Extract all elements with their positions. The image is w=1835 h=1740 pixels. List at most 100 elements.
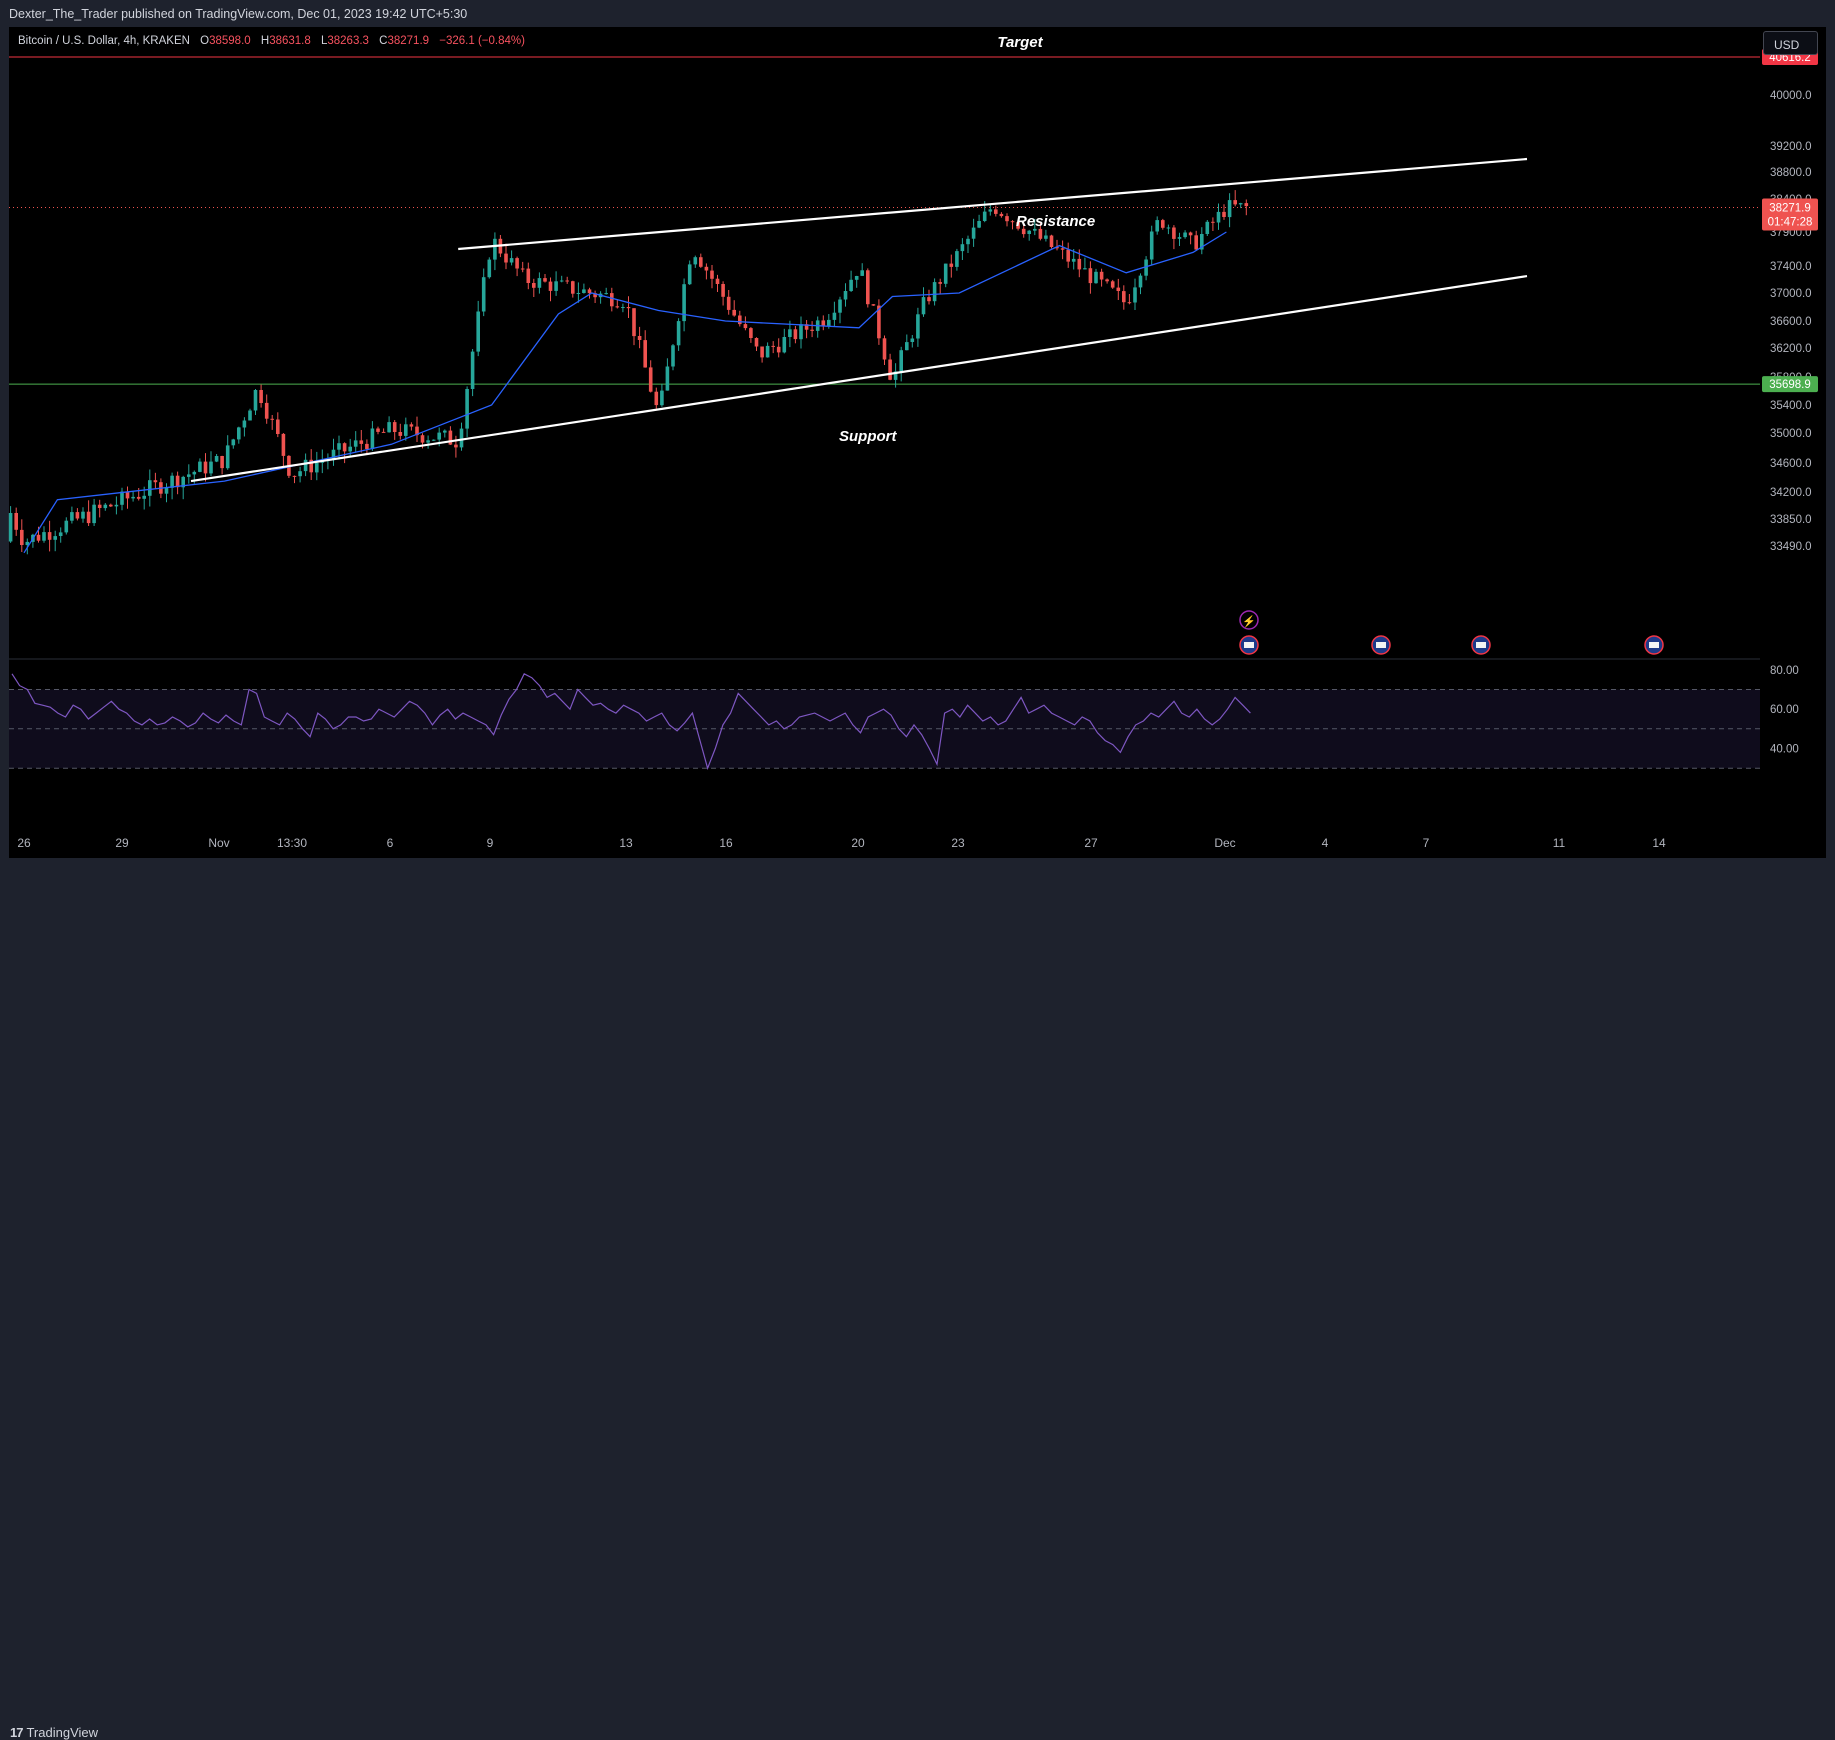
candle-body bbox=[916, 314, 920, 339]
candle-body bbox=[148, 480, 152, 496]
candle-body bbox=[571, 281, 575, 294]
symbol-name[interactable]: Bitcoin / U.S. Dollar, 4h, KRAKEN bbox=[18, 35, 190, 47]
close-key: C bbox=[379, 35, 388, 47]
candle-body bbox=[81, 511, 85, 519]
candle-body bbox=[1044, 235, 1048, 239]
candle-body bbox=[1233, 200, 1237, 205]
candle-body bbox=[242, 420, 247, 428]
candle-body bbox=[443, 430, 447, 433]
price-tick-label: 33850.0 bbox=[1770, 514, 1812, 526]
rsi-polyline bbox=[11, 672, 1251, 771]
candle-body bbox=[515, 258, 519, 269]
candle-body bbox=[459, 428, 464, 448]
candle-body bbox=[1244, 203, 1249, 207]
candle-body bbox=[682, 284, 686, 322]
time-tick-label: 6 bbox=[387, 836, 394, 850]
time-tick-label: 20 bbox=[851, 836, 865, 850]
candle-body bbox=[782, 337, 787, 353]
candle-body bbox=[821, 320, 826, 327]
price-tick-label: 37400.0 bbox=[1770, 261, 1812, 273]
candle-body bbox=[1083, 268, 1087, 270]
candle-body bbox=[982, 211, 987, 221]
candle-body bbox=[693, 257, 698, 265]
high-value: 38631.8 bbox=[269, 35, 311, 47]
candle-body bbox=[637, 336, 642, 340]
candle-body bbox=[114, 504, 119, 507]
candle-body bbox=[42, 532, 46, 541]
candle-body bbox=[454, 444, 458, 448]
candle-body bbox=[1227, 200, 1232, 218]
candle-body bbox=[415, 426, 419, 436]
candle-body bbox=[765, 345, 770, 358]
annotation-target: Target bbox=[997, 34, 1043, 51]
candle-body bbox=[1211, 221, 1215, 223]
rsi-tick-label: 60.00 bbox=[1770, 704, 1799, 716]
candle-body bbox=[1149, 231, 1154, 260]
candle-body bbox=[665, 366, 670, 391]
chart-canvas[interactable]: Target Resistance Support 40000.0 39200.0 38… bbox=[0, 0, 1835, 893]
candle-body bbox=[1049, 235, 1054, 247]
candle-body bbox=[604, 293, 608, 295]
tradingview-brand: TradingView bbox=[26, 1725, 99, 1740]
ma-line bbox=[23, 231, 1227, 554]
annotation-support: Support bbox=[839, 428, 897, 445]
candle-body bbox=[142, 495, 146, 499]
candle-body bbox=[776, 346, 781, 353]
time-tick-label: 16 bbox=[719, 836, 733, 850]
event-flag-stripe bbox=[1376, 642, 1386, 648]
tradingview-logo[interactable]: 17 TradingView bbox=[10, 1725, 98, 1740]
candle-body bbox=[676, 321, 681, 346]
time-tick-label: 27 bbox=[1084, 836, 1098, 850]
candle-body bbox=[448, 430, 453, 445]
candle-body bbox=[504, 253, 508, 263]
candle-body bbox=[955, 251, 959, 267]
candle-body bbox=[1194, 235, 1198, 250]
annotations: Target Resistance Support bbox=[839, 34, 1095, 445]
candle-body bbox=[303, 459, 308, 472]
candle-body bbox=[214, 456, 219, 462]
candle-body bbox=[253, 390, 258, 411]
time-tick-label: 26 bbox=[17, 836, 31, 850]
candle-body bbox=[131, 496, 135, 499]
candle-body bbox=[404, 424, 408, 436]
candle-body bbox=[660, 390, 664, 406]
candle-body bbox=[309, 459, 313, 473]
candle-body bbox=[610, 293, 614, 307]
candle-body bbox=[47, 532, 52, 540]
candle-body bbox=[187, 474, 191, 477]
price-axis[interactable]: 40000.039200.038800.038400.037900.037400… bbox=[9, 90, 1812, 756]
candle-body bbox=[264, 402, 269, 419]
candle-body bbox=[1088, 268, 1093, 284]
time-axis[interactable]: 26 29 Nov 13:30 6 9 13 16 20 23 27 Dec 4 7 11 14 bbox=[17, 836, 1666, 850]
rsi-tick-label: 80.00 bbox=[1770, 665, 1799, 677]
currency-button[interactable]: USD bbox=[1763, 31, 1818, 55]
candle-body bbox=[192, 471, 197, 475]
trendline-upper bbox=[458, 157, 1528, 251]
rsi-band bbox=[9, 689, 1760, 769]
candle-body bbox=[1094, 271, 1098, 284]
candle-body bbox=[738, 315, 742, 325]
candle-body bbox=[882, 338, 887, 360]
candle-body bbox=[203, 461, 208, 474]
event-markers[interactable]: ⚡ bbox=[1239, 610, 1664, 655]
candle-body bbox=[587, 289, 592, 294]
trendlines[interactable] bbox=[190, 157, 1528, 483]
candle-body bbox=[487, 259, 492, 278]
high-key: H bbox=[260, 35, 270, 47]
candle-body bbox=[198, 461, 202, 472]
candle-body bbox=[281, 433, 286, 456]
candle-body bbox=[259, 390, 263, 403]
candle-body bbox=[8, 513, 13, 542]
candle-body bbox=[248, 410, 252, 421]
candle-body bbox=[771, 345, 775, 347]
candle-body bbox=[1216, 211, 1221, 223]
candle-body bbox=[1188, 232, 1193, 236]
candle-body bbox=[615, 306, 620, 308]
candle-body bbox=[342, 443, 347, 452]
candle-body bbox=[381, 431, 386, 433]
candle-body bbox=[420, 435, 425, 443]
candle-body bbox=[1238, 203, 1243, 205]
open-value: 38598.0 bbox=[209, 35, 251, 47]
time-tick-label: Dec bbox=[1214, 836, 1235, 850]
price-tick-label: 34600.0 bbox=[1770, 458, 1812, 470]
